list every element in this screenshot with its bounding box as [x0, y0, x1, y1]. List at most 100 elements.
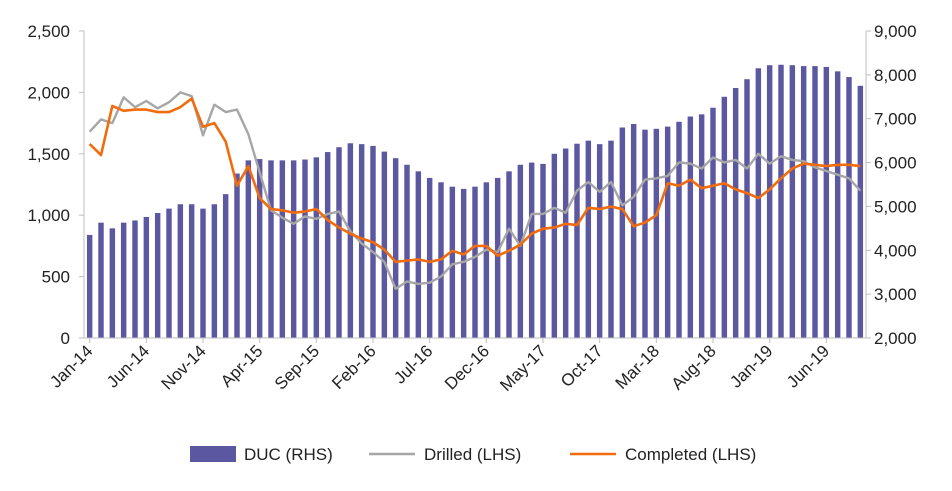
duc-bar: [846, 77, 852, 339]
duc-bar: [143, 216, 150, 338]
legend-label-completed: Completed (LHS): [625, 445, 756, 464]
duc-bar: [279, 160, 286, 338]
duc-bar: [200, 208, 206, 338]
legend: DUC (RHS) Drilled (LHS) Completed (LHS): [190, 445, 756, 464]
left-tick-label: 1,500: [27, 145, 70, 164]
x-tick-label: Apr-15: [217, 341, 267, 391]
duc-bar: [392, 158, 399, 338]
duc-bar: [211, 204, 218, 338]
duc-bar: [268, 160, 274, 338]
duc-bar: [630, 123, 637, 338]
left-tick-label: 1,000: [27, 206, 70, 225]
x-tick-label: Jun-14: [103, 341, 153, 391]
x-tick-label: Sep-15: [271, 341, 323, 393]
left-tick-label: 2,500: [27, 22, 70, 41]
duc-bar: [528, 162, 535, 338]
right-tick-label: 2,000: [874, 329, 917, 348]
duc-bar: [642, 129, 648, 338]
duc-bar: [732, 88, 739, 338]
left-tick-label: 2,000: [27, 83, 70, 102]
right-tick-label: 9,000: [874, 22, 917, 41]
duc-bar: [812, 66, 818, 338]
drilled-line: [88, 91, 862, 291]
duc-bar: [506, 171, 512, 338]
duc-bar: [857, 85, 864, 338]
duc-bar: [608, 140, 614, 338]
duc-bar: [449, 186, 456, 338]
duc-bar: [619, 127, 626, 339]
duc-bar: [653, 128, 660, 338]
duc-bar: [687, 116, 694, 339]
left-tick-label: 500: [42, 268, 70, 287]
duc-bar: [517, 164, 524, 338]
right-tick-label: 8,000: [874, 66, 917, 85]
x-tick-label: May-17: [496, 341, 550, 395]
duc-bar: [460, 188, 467, 338]
right-tick-label: 6,000: [874, 154, 917, 173]
x-tick-label: Jul-16: [390, 341, 436, 387]
duc-bar: [472, 186, 478, 338]
duc-bar: [290, 160, 297, 338]
duc-bar: [744, 79, 750, 339]
duc-bar: [766, 65, 773, 339]
right-tick-label: 7,000: [874, 110, 917, 129]
duc-bars: [86, 64, 864, 339]
duc-bar: [676, 121, 682, 338]
duc-bar: [710, 107, 716, 338]
duc-bar: [86, 234, 93, 338]
duc-bar: [154, 213, 161, 338]
duc-bar: [789, 65, 796, 339]
duc-bar: [132, 220, 138, 338]
x-tick-label: Feb-16: [328, 341, 380, 393]
duc-bar: [834, 71, 841, 338]
x-tick-label: Jan-14: [46, 341, 96, 391]
duc-bar: [177, 204, 184, 338]
duc-bar: [426, 177, 433, 338]
duc-bar: [404, 164, 410, 338]
duc-bar: [585, 140, 592, 338]
duc-bar: [800, 66, 807, 338]
duc-bar: [302, 159, 308, 338]
duc-bar: [562, 148, 569, 338]
duc-bar: [755, 68, 762, 338]
legend-label-drilled: Drilled (LHS): [424, 445, 521, 464]
duc-bar: [664, 126, 671, 338]
duc-bar: [415, 171, 422, 338]
x-tick-label: Jan-19: [726, 341, 776, 391]
x-tick-label: Mar-18: [612, 341, 664, 393]
x-tick-label: Aug-18: [668, 341, 720, 393]
duc-bar: [698, 114, 705, 338]
duc-bar: [494, 177, 501, 338]
x-tick-label: Oct-17: [557, 341, 607, 391]
duc-bar: [166, 208, 172, 338]
duc-bar: [245, 160, 252, 338]
duc-bar: [234, 173, 240, 338]
duc-bar: [540, 163, 546, 338]
x-tick-label: Jun-19: [783, 341, 833, 391]
duc-bar: [823, 66, 830, 339]
completed-line: [88, 97, 861, 264]
x-tick-label: Dec-16: [441, 341, 493, 393]
duc-bar: [336, 147, 342, 338]
duc-bar: [313, 157, 320, 338]
left-tick-label: 0: [61, 329, 70, 348]
duc-bar: [188, 204, 195, 338]
duc-bar: [721, 96, 728, 338]
duc-bar: [358, 144, 365, 338]
duc-bar: [98, 222, 104, 338]
right-tick-label: 4,000: [874, 241, 917, 260]
right-tick-label: 5,000: [874, 197, 917, 216]
duc-bar: [347, 143, 354, 338]
duc-bar: [596, 144, 603, 338]
legend-label-duc: DUC (RHS): [244, 445, 333, 464]
legend-swatch-duc: [190, 446, 236, 462]
series-lines: [88, 91, 862, 291]
duc-bar: [551, 153, 558, 338]
duc-bar: [256, 159, 263, 338]
right-tick-label: 3,000: [874, 285, 917, 304]
duc-bar: [483, 182, 490, 338]
duc-bar: [574, 143, 580, 338]
duc-bar: [222, 194, 229, 338]
duc-bar: [324, 152, 331, 338]
